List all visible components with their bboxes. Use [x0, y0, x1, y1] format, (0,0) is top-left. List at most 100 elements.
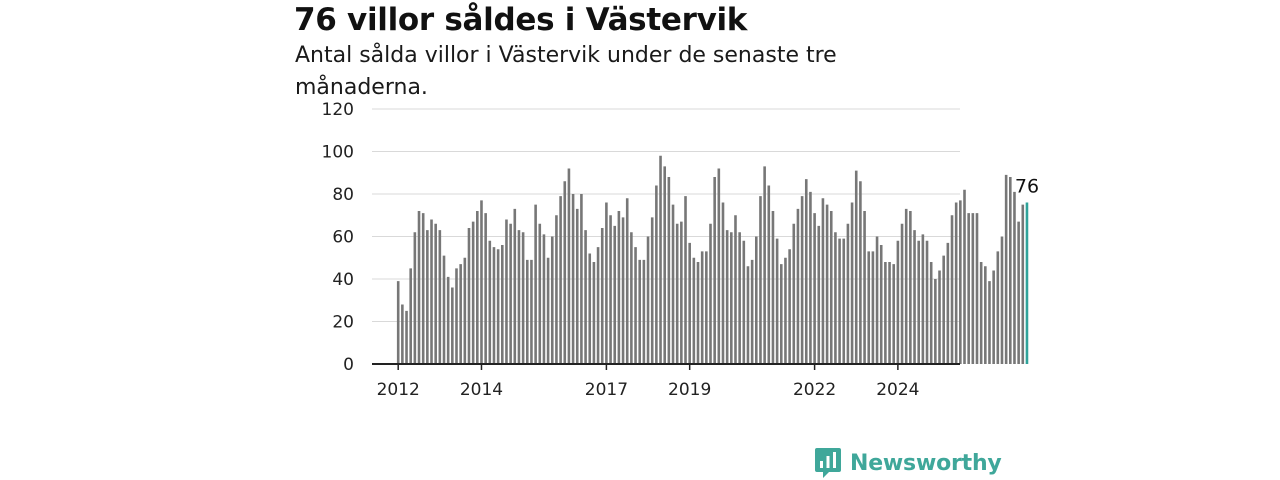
bar [550, 236, 554, 364]
bar [734, 215, 737, 364]
bar [563, 181, 567, 364]
bar [525, 259, 529, 364]
bar [763, 166, 766, 364]
bar [800, 196, 804, 364]
bar [838, 238, 841, 364]
bar [709, 223, 712, 364]
bar [521, 232, 525, 364]
bar [975, 213, 979, 364]
bar [834, 232, 837, 364]
bar [863, 211, 866, 364]
bar [542, 234, 546, 364]
bar [680, 221, 683, 364]
bar [509, 223, 512, 364]
y-tick-label: 60 [332, 228, 354, 248]
bar [484, 213, 487, 364]
bar [621, 217, 625, 364]
bar [746, 266, 750, 364]
bar [505, 219, 508, 364]
bar [426, 230, 429, 364]
bar [821, 198, 825, 364]
bar [1009, 177, 1012, 364]
bar [430, 219, 433, 364]
bar [688, 242, 691, 364]
bar [913, 230, 916, 364]
bar [925, 240, 929, 364]
bar [530, 259, 533, 364]
bar [804, 179, 808, 364]
bar [738, 232, 741, 364]
bar [959, 200, 962, 364]
bar [625, 198, 629, 364]
bar [888, 262, 891, 364]
bar [879, 245, 883, 364]
x-tick-label: 2024 [876, 380, 919, 400]
chart-title: 76 villor såldes i Västervik [294, 2, 748, 38]
bar [517, 230, 521, 364]
y-tick-label: 120 [322, 100, 354, 120]
bar [405, 310, 408, 364]
bars [396, 155, 1029, 364]
bar [825, 204, 829, 364]
bar [1017, 221, 1020, 364]
bar [909, 211, 912, 364]
bar [788, 249, 791, 364]
bar [871, 251, 875, 364]
bar [792, 223, 796, 364]
data-labels: 76 [1015, 176, 1039, 198]
bar [784, 257, 787, 364]
bar [663, 166, 666, 364]
bar [730, 232, 733, 364]
bar [984, 266, 987, 364]
bar [613, 225, 617, 364]
bar [455, 268, 458, 364]
bar [850, 202, 854, 364]
bar [488, 240, 492, 364]
bar [717, 168, 721, 364]
bar [884, 262, 887, 364]
bar [513, 208, 517, 364]
bar [421, 213, 425, 364]
bar [917, 240, 920, 364]
y-tick-label: 0 [343, 355, 354, 375]
bar [954, 202, 958, 364]
bar [775, 238, 779, 364]
bar [417, 211, 421, 364]
bar [700, 251, 704, 364]
bar [900, 223, 904, 364]
bar [725, 230, 729, 364]
bar [967, 213, 970, 364]
bar [988, 281, 991, 364]
bar [829, 211, 833, 364]
y-tick-label: 40 [332, 270, 354, 290]
bar [759, 196, 762, 364]
bar [859, 181, 862, 364]
highlight-value-label: 76 [1015, 176, 1039, 198]
bar [779, 264, 783, 364]
bar [771, 211, 775, 364]
bar [492, 247, 496, 364]
bar [609, 215, 612, 364]
brand-logo: Newsworthy [814, 446, 1002, 480]
bar [555, 215, 558, 364]
bar [817, 225, 821, 364]
bar [971, 213, 975, 364]
bar [451, 287, 454, 364]
bar [671, 204, 675, 364]
bar [892, 264, 896, 364]
bar [659, 155, 662, 364]
bar [463, 257, 467, 364]
bar [934, 279, 937, 364]
bar [634, 247, 637, 364]
bar [534, 204, 537, 364]
bar [471, 221, 475, 364]
bar [842, 238, 846, 364]
bar [588, 253, 592, 364]
bar [650, 217, 654, 364]
bar [713, 177, 716, 364]
bar [446, 276, 450, 364]
bar [692, 257, 696, 364]
bar [630, 232, 633, 364]
bar [942, 255, 945, 364]
bar [476, 211, 479, 364]
